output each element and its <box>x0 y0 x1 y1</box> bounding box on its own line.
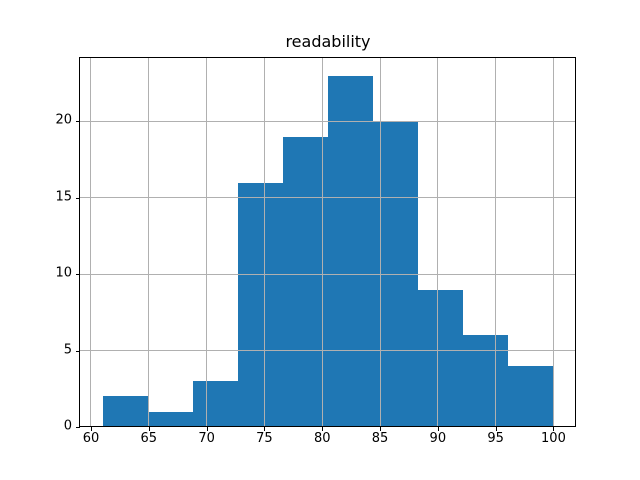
x-tick-label: 100 <box>541 431 566 446</box>
histogram-bar <box>147 411 193 427</box>
histogram-bar <box>237 182 283 427</box>
y-gridline <box>80 350 576 352</box>
y-gridline <box>80 120 576 122</box>
plot-area <box>80 58 576 427</box>
x-gridline <box>495 58 497 427</box>
y-tick-label: 15 <box>55 189 72 205</box>
x-tick-mark <box>437 427 439 431</box>
x-tick-label: 70 <box>198 431 215 446</box>
chart-title: readability <box>285 32 371 51</box>
x-gridline <box>321 58 323 427</box>
x-tick-mark <box>206 427 208 431</box>
y-gridline <box>80 273 576 275</box>
histogram-bar <box>418 289 464 427</box>
y-tick-mark <box>76 197 80 199</box>
x-gridline <box>552 58 554 427</box>
x-gridline <box>379 58 381 427</box>
x-tick-label: 95 <box>487 431 504 446</box>
x-tick-label: 75 <box>256 431 273 446</box>
x-tick-label: 60 <box>82 431 100 446</box>
y-tick-mark <box>76 121 80 123</box>
x-tick-label: 80 <box>313 431 331 446</box>
x-gridline <box>263 58 265 427</box>
histogram-bar <box>282 136 328 427</box>
x-tick-mark <box>553 427 555 431</box>
x-tick-mark <box>380 427 382 431</box>
x-tick-mark <box>495 427 497 431</box>
y-tick-mark <box>76 427 80 428</box>
x-tick-label: 65 <box>140 431 158 446</box>
y-gridline <box>80 197 576 199</box>
y-tick-mark <box>76 274 80 276</box>
histogram-bar <box>463 335 509 427</box>
y-tick-label: 20 <box>55 112 72 128</box>
x-tick-mark <box>264 427 266 431</box>
x-tick-mark <box>322 427 324 431</box>
x-gridline <box>90 58 92 427</box>
x-tick-label: 85 <box>371 431 389 446</box>
y-tick-mark <box>76 350 80 352</box>
y-tick-label: 10 <box>55 265 72 281</box>
y-gridline <box>80 426 576 427</box>
x-tick-mark <box>148 427 150 431</box>
x-gridline <box>206 58 208 427</box>
histogram-bar <box>192 381 238 427</box>
x-tick-mark <box>90 427 92 431</box>
y-tick-label: 0 <box>63 418 72 434</box>
histogram-bar <box>508 365 554 427</box>
histogram-bar <box>102 396 148 427</box>
histogram-bar <box>328 75 374 427</box>
x-gridline <box>148 58 150 427</box>
y-tick-label: 5 <box>63 342 72 358</box>
x-gridline <box>437 58 439 427</box>
x-tick-label: 90 <box>429 431 447 446</box>
